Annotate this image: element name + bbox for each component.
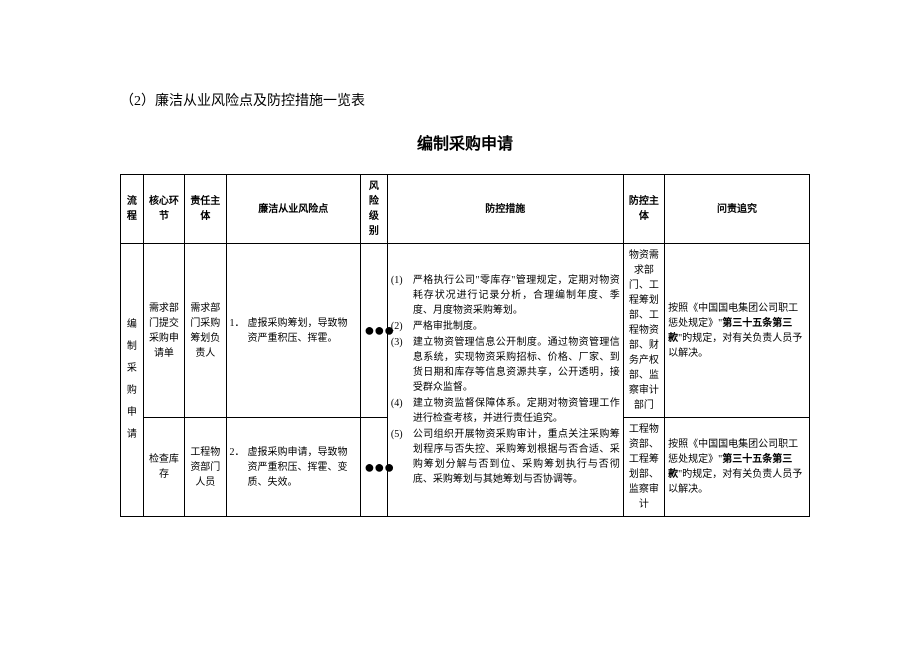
account-cell: 按照《中国国电集团公司职工惩处规定》"第三十五条第三款"旳规定，对有关负责人员予… — [665, 418, 810, 517]
account-post: "旳规定，对有关负责人员予以解决。 — [668, 469, 802, 495]
resp-cell: 工程物资部门人员 — [185, 418, 226, 517]
header-row: 流程 核心环节 责任主体 廉洁从业风险点 风险级别 防控措施 防控主体 问责追究 — [121, 175, 810, 244]
measure-item: (1)严格执行公司"零库存"管理规定，定期对物资耗存状况进行记录分析，合理编制年… — [391, 273, 620, 318]
level-cell: ●●● — [360, 418, 387, 517]
th-level: 风险级别 — [360, 175, 387, 244]
risk-cell: 1． 虚报采购筹划，导致物资严重积压、挥霍。 — [226, 244, 360, 418]
th-core: 核心环节 — [143, 175, 184, 244]
risk-num: 1． — [230, 316, 248, 346]
risk-text: 虚报采购申请，导致物资严重积压、挥霍、变质、失效。 — [248, 445, 357, 490]
measure-text: 严格执行公司"零库存"管理规定，定期对物资耗存状况进行记录分析，合理编制年度、季… — [413, 273, 620, 318]
measure-num: (5) — [391, 427, 413, 487]
th-subject: 防控主体 — [623, 175, 664, 244]
th-risk: 廉洁从业风险点 — [226, 175, 360, 244]
measure-text: 公司组织开展物资采购审计，重点关注采购筹划程序与否失控、采购筹划根据与否合适、采… — [413, 427, 620, 487]
measure-num: (4) — [391, 396, 413, 426]
measure-text: 建立物资监督保障体系。定期对物资管理工作进行检查考核，并进行责任追究。 — [413, 396, 620, 426]
measure-cell: (1)严格执行公司"零库存"管理规定，定期对物资耗存状况进行记录分析，合理编制年… — [387, 244, 623, 517]
table-title: 编制采购申请 — [120, 130, 810, 154]
measure-num: (2) — [391, 319, 413, 334]
account-cell: 按照《中国国电集团公司职工惩处规定》"第三十五条第三款"旳规定，对有关负责人员予… — [665, 244, 810, 418]
table-row: 编制采购申请 需求部门提交采购申请单 需求部门采购筹划负责人 1． 虚报采购筹划… — [121, 244, 810, 418]
section-heading: （2）廉洁从业风险点及防控措施一览表 — [120, 90, 810, 110]
risk-text: 虚报采购筹划，导致物资严重积压、挥霍。 — [248, 316, 357, 346]
account-post: "旳规定，对有关负责人员予以解决。 — [668, 333, 802, 359]
risk-cell: 2． 虚报采购申请，导致物资严重积压、挥霍、变质、失效。 — [226, 418, 360, 517]
measure-item: (4)建立物资监督保障体系。定期对物资管理工作进行检查考核，并进行责任追究。 — [391, 396, 620, 426]
level-cell: ●●● — [360, 244, 387, 418]
risk-table: 流程 核心环节 责任主体 廉洁从业风险点 风险级别 防控措施 防控主体 问责追究… — [120, 174, 810, 517]
th-account: 问责追究 — [665, 175, 810, 244]
measure-num: (1) — [391, 273, 413, 318]
subject-cell: 物资需求部门、工程筹划部、工程物资部、财务产权部、监察审计部门 — [623, 244, 664, 418]
resp-cell: 需求部门采购筹划负责人 — [185, 244, 226, 418]
core-cell: 检查库存 — [143, 418, 184, 517]
th-measure: 防控措施 — [387, 175, 623, 244]
measure-item: (5)公司组织开展物资采购审计，重点关注采购筹划程序与否失控、采购筹划根据与否合… — [391, 427, 620, 487]
subject-cell: 工程物资部、工程筹划部、监察审计 — [623, 418, 664, 517]
measure-text: 建立物资管理信息公开制度。通过物资管理信息系统，实现物资采购招标、价格、厂家、到… — [413, 335, 620, 395]
measure-text: 严格审批制度。 — [413, 319, 620, 334]
measure-num: (3) — [391, 335, 413, 395]
th-process: 流程 — [121, 175, 144, 244]
measure-item: (2)严格审批制度。 — [391, 319, 620, 334]
measure-item: (3)建立物资管理信息公开制度。通过物资管理信息系统，实现物资采购招标、价格、厂… — [391, 335, 620, 395]
risk-num: 2． — [230, 445, 248, 490]
core-cell: 需求部门提交采购申请单 — [143, 244, 184, 418]
process-cell: 编制采购申请 — [121, 244, 144, 517]
th-resp: 责任主体 — [185, 175, 226, 244]
